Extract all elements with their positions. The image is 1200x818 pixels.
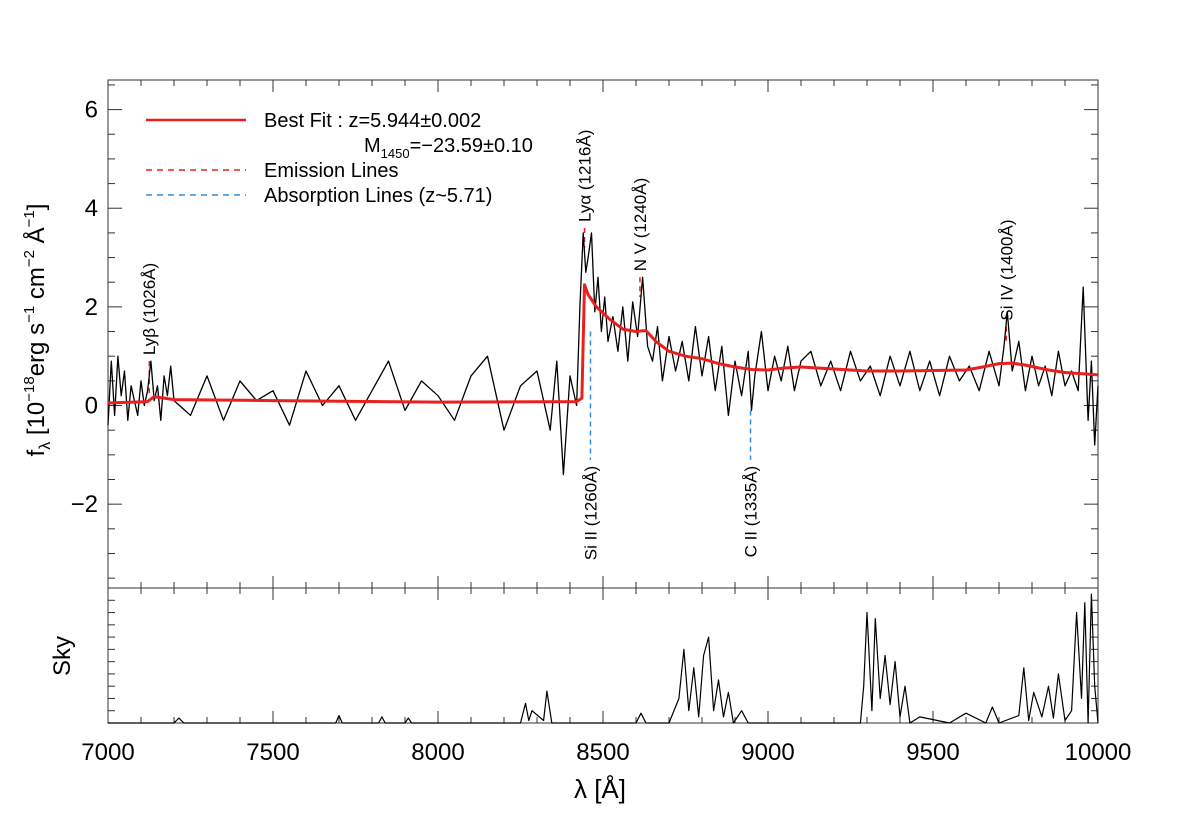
x-tick-label: 9000 [741, 739, 794, 766]
x-axis-title: λ [Å] [574, 774, 626, 804]
x-tick-label: 9500 [906, 739, 959, 766]
legend-absorption-label: Absorption Lines (z~5.71) [264, 185, 492, 207]
y-tick-label: 0 [85, 393, 98, 420]
flux-panel-frame [107, 79, 1099, 589]
legend-best-fit-label: Best Fit : z=5.944±0.002 [264, 110, 481, 132]
x-tick-label: 7500 [246, 739, 299, 766]
y-axis-title: fλ [10−18erg s−1 cm−2 Å−1] [21, 204, 54, 457]
spectral-line-labels: Lyβ (1026Å) Lyα (1216Å) N V (1240Å) Si IV (… [140, 130, 1016, 561]
x-tick-label: 7000 [81, 739, 134, 766]
observed-spectrum-series [107, 232, 1099, 476]
sky-axis-title: Sky [49, 636, 76, 676]
best-fit-series [107, 283, 1099, 405]
absorption-line-markers [589, 331, 752, 460]
x-tick-label: 8000 [411, 739, 464, 766]
legend-magnitude: M1450=−23.59±0.10 [364, 135, 533, 161]
sky-panel-ticks [107, 588, 1099, 723]
flux-panel-ticks [107, 80, 1099, 588]
emission-line-label: Lyβ (1026Å) [140, 263, 159, 355]
sky-panel-frame [107, 587, 1099, 724]
legend-emission-label: Emission Lines [264, 160, 399, 182]
y-tick-label: 4 [85, 195, 98, 222]
x-tick-label: 10000 [1065, 739, 1132, 766]
absorption-line-label: C II (1335Å) [742, 466, 761, 558]
y-tick-label: 2 [85, 294, 98, 321]
emission-line-label: Si IV (1400Å) [997, 219, 1016, 320]
x-tick-label: 8500 [576, 739, 629, 766]
legend: Best Fit : z=5.944±0.002 M1450=−23.59±0.… [146, 110, 533, 207]
absorption-line-label: Si II (1260Å) [581, 466, 600, 560]
sky-spectrum-series [108, 593, 1099, 724]
y-tick-label: 6 [85, 97, 98, 124]
x-tick-labels: 7000 7500 8000 8500 9000 9500 10000 [81, 739, 1131, 766]
y-tick-labels: −2 0 2 4 6 [71, 97, 98, 519]
emission-line-label: N V (1240Å) [631, 178, 650, 272]
y-tick-label: −2 [71, 491, 98, 518]
emission-line-label: Lyα (1216Å) [576, 130, 595, 222]
